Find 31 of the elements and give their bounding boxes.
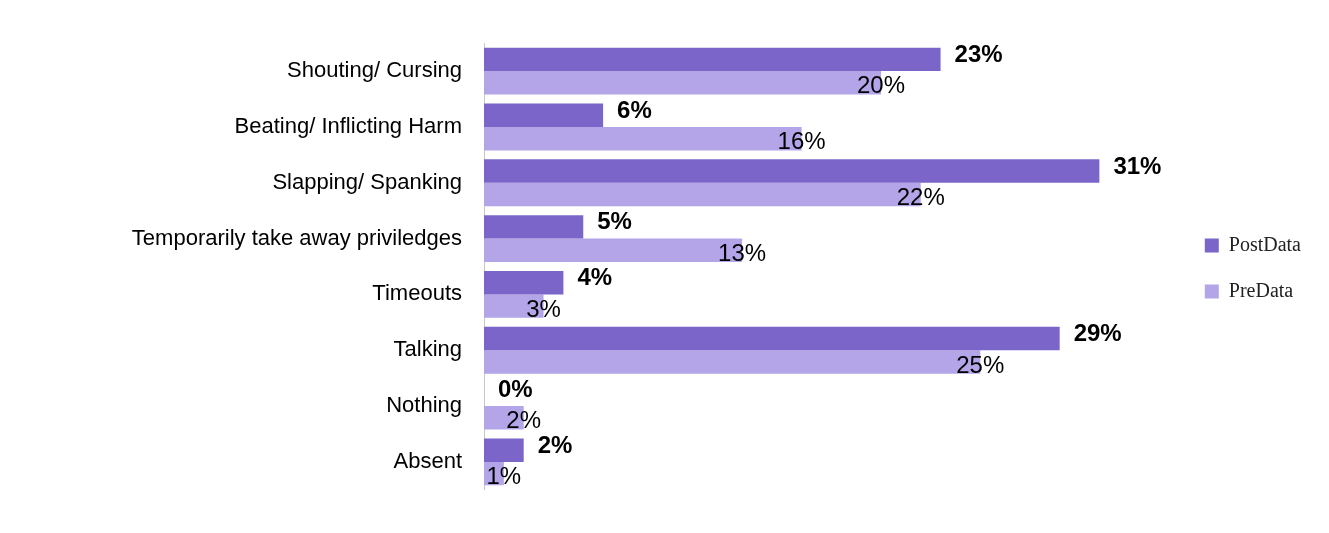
bar <box>484 270 564 295</box>
bar <box>484 215 584 239</box>
data-label: 25% <box>956 350 1005 378</box>
data-label: 29% <box>1073 319 1122 347</box>
y-tick-label: Beating/ Inflicting Harm <box>234 113 462 138</box>
bar <box>484 159 1100 183</box>
y-tick-label: Temporarily take away priviledges <box>131 224 462 250</box>
data-label: 1% <box>486 462 522 490</box>
bar <box>484 326 1060 351</box>
bar <box>484 438 524 462</box>
data-label: 0% <box>498 374 533 402</box>
data-label: 5% <box>597 207 632 235</box>
data-label: 31% <box>1113 151 1162 179</box>
data-label: 16% <box>777 127 826 155</box>
y-tick-label: Absent <box>393 447 462 473</box>
bar <box>484 103 604 127</box>
y-tick-label: Talking <box>393 336 462 362</box>
data-label: 20% <box>857 71 906 99</box>
data-label: 13% <box>718 238 767 266</box>
y-tick-label: Slapping/ Spanking <box>272 168 462 194</box>
legend-label: PreData <box>1228 278 1294 301</box>
data-label: 22% <box>896 183 945 211</box>
data-label: 6% <box>617 95 652 123</box>
y-tick-label: Shouting/ Cursing <box>287 57 462 83</box>
bar <box>484 47 941 72</box>
y-tick-label: Nothing <box>386 392 462 418</box>
y-tick-label: Timeouts <box>372 280 462 306</box>
data-label: 4% <box>577 263 613 291</box>
data-label: 23% <box>954 40 1003 68</box>
data-label: 3% <box>526 294 561 322</box>
legend-label: PostData <box>1228 232 1302 255</box>
